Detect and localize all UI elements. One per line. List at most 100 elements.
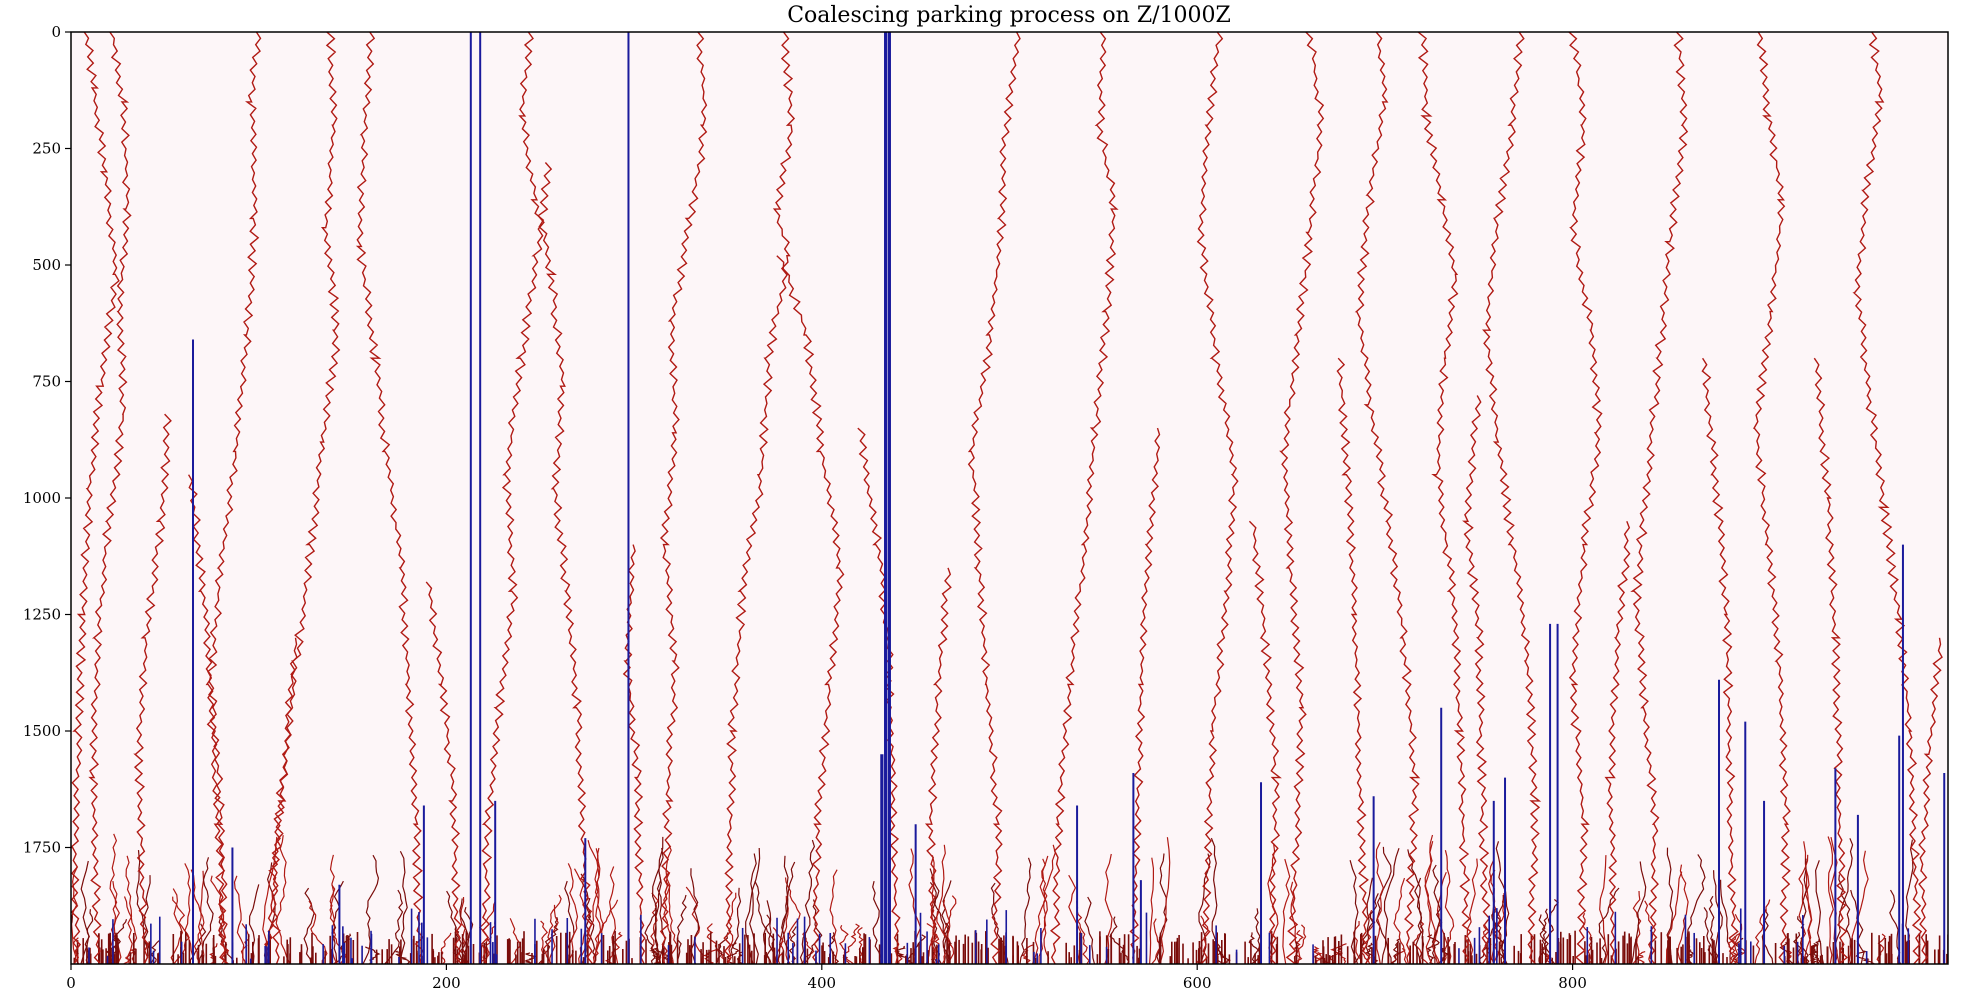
dense-floor-mark	[188, 940, 191, 964]
dense-strand	[1876, 933, 1886, 964]
dense-floor-mark	[1871, 932, 1873, 964]
path-series-17	[1482, 32, 1542, 964]
dense-floor-mark	[980, 949, 982, 964]
dense-floor-mark	[115, 932, 117, 964]
dense-floor-mark	[250, 953, 253, 964]
dense-floor-mark	[602, 935, 605, 964]
dense-strand	[1019, 857, 1032, 964]
dense-strand	[1149, 857, 1154, 964]
dense-floor-mark	[185, 931, 187, 964]
dense-floor-mark	[656, 954, 659, 964]
dense-floor-mark	[1887, 941, 1890, 964]
dense-floor-mark	[1551, 957, 1553, 964]
y-tick-label: 1500	[23, 722, 61, 740]
dense-floor-mark	[1905, 942, 1908, 964]
dense-floor-mark	[912, 942, 914, 964]
dense-floor-mark	[1628, 937, 1631, 964]
dense-floor-mark	[1331, 955, 1334, 964]
dense-floor-mark	[971, 942, 974, 964]
dense-strand	[71, 906, 74, 934]
dense-floor-mark	[1842, 948, 1844, 964]
dense-floor-mark	[1897, 958, 1899, 964]
dense-strand	[170, 888, 184, 964]
dense-strand	[1495, 841, 1510, 964]
dense-floor-mark	[1250, 940, 1252, 964]
dense-floor-mark	[1200, 932, 1203, 964]
dense-floor-mark	[715, 940, 718, 964]
dense-floor-mark	[946, 937, 948, 964]
dense-floor-mark	[352, 940, 355, 964]
dense-strand	[1407, 849, 1422, 964]
dense-floor-mark	[1340, 934, 1343, 964]
dense-strand	[1761, 909, 1774, 964]
dense-floor-mark	[148, 941, 151, 964]
path-series-23	[187, 474, 230, 964]
dense-floor-mark	[1475, 953, 1478, 964]
dense-floor-mark	[1513, 945, 1515, 964]
dense-strand	[580, 848, 600, 964]
dense-floor-mark	[400, 939, 402, 964]
dense-floor-mark	[744, 934, 746, 964]
dense-floor-mark	[827, 957, 830, 964]
dense-floor-mark	[1726, 957, 1728, 964]
dense-floor-mark	[1000, 937, 1003, 964]
dense-strand	[1855, 950, 1875, 964]
dense-floor-mark	[1120, 952, 1122, 964]
dense-floor-mark	[1805, 956, 1808, 964]
dense-floor-mark	[1826, 946, 1829, 964]
y-tick-label: 0	[51, 23, 61, 41]
dense-floor-mark	[962, 943, 965, 964]
dense-floor-mark	[506, 939, 509, 964]
dense-floor-mark	[105, 948, 107, 964]
dense-floor-mark	[1207, 943, 1210, 964]
dense-floor-mark	[1320, 957, 1322, 964]
dense-strand	[730, 887, 742, 964]
dense-strand	[1041, 858, 1050, 964]
path-series-12	[1049, 32, 1119, 964]
dense-floor-mark	[765, 951, 768, 964]
dense-floor-mark	[1257, 955, 1259, 964]
dense-floor-mark	[1889, 936, 1891, 964]
dense-floor-mark	[1585, 955, 1587, 964]
dense-floor-mark	[1065, 942, 1067, 964]
y-axis: 0 250 500 750 1000 1250 1500 1750	[23, 23, 71, 857]
path-series-26	[622, 544, 646, 964]
path-series-25	[425, 581, 463, 964]
dense-floor-mark	[773, 947, 776, 964]
dense-floor-mark	[1533, 934, 1536, 964]
dense-floor-mark	[1127, 934, 1130, 964]
dense-floor-mark	[823, 951, 826, 964]
dense-floor-mark	[702, 942, 704, 964]
dense-floor-mark	[214, 955, 217, 964]
dense-floor-mark	[1667, 940, 1669, 964]
plot-background	[71, 32, 1948, 964]
path-series-28	[924, 567, 952, 964]
dense-floor-mark	[587, 940, 589, 964]
dense-floor-mark	[519, 941, 522, 964]
dense-floor-mark	[1003, 935, 1005, 964]
dense-floor-mark	[948, 943, 950, 964]
dense-floor-mark	[1562, 937, 1565, 964]
dense-floor-mark	[269, 934, 271, 964]
dense-floor-mark	[896, 933, 899, 964]
dense-floor-mark	[1918, 933, 1921, 964]
dense-floor-mark	[236, 957, 238, 964]
dense-floor-mark	[1688, 933, 1690, 964]
dense-floor-mark	[1695, 938, 1698, 964]
dense-floor-mark	[1159, 951, 1161, 964]
dense-floor-mark	[1853, 939, 1856, 964]
dense-floor-mark	[1713, 940, 1715, 964]
dense-strand	[1426, 934, 1440, 964]
dense-floor-mark	[485, 942, 487, 964]
dense-floor-mark	[1360, 932, 1363, 964]
dense-strand	[1727, 931, 1742, 964]
dense-floor-mark	[86, 945, 88, 964]
dense-floor-mark	[864, 934, 867, 964]
y-tick-label: 1250	[23, 606, 61, 624]
dense-strand	[842, 923, 861, 964]
dense-floor-mark	[1555, 952, 1557, 964]
path-series-group	[71, 32, 1943, 964]
dense-floor-mark	[1890, 933, 1893, 964]
dense-floor-mark	[1333, 936, 1336, 964]
dense-floor-mark	[1703, 936, 1705, 964]
